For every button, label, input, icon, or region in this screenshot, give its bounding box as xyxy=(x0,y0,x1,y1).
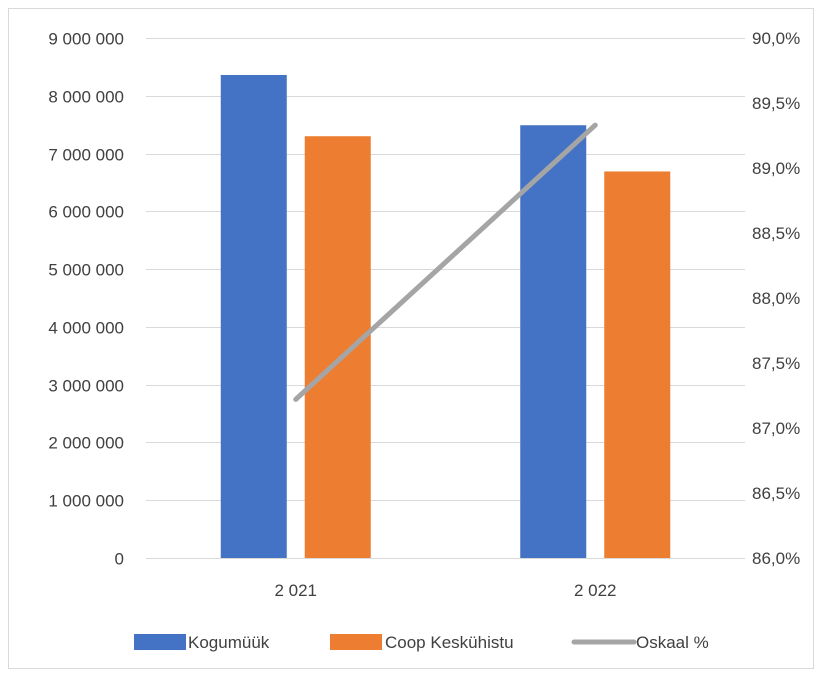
left-tick-label: 2 000 000 xyxy=(48,434,124,453)
legend-swatch xyxy=(134,634,186,650)
left-tick-label: 0 xyxy=(115,550,124,569)
line-series xyxy=(293,122,598,402)
left-tick-label: 6 000 000 xyxy=(48,203,124,222)
right-tick-label: 89,0% xyxy=(752,159,800,178)
left-tick-label: 9 000 000 xyxy=(48,30,124,49)
axes: 0 1 000 000 2 000 000 3 000 000 4 000 000 5 0… xyxy=(48,29,800,600)
x-tick-label: 2 022 xyxy=(574,581,617,600)
bars xyxy=(220,74,671,558)
bar xyxy=(220,74,287,558)
left-tick-label: 3 000 000 xyxy=(48,377,124,396)
legend-label: Kogumüük xyxy=(188,633,270,652)
x-tick-label: 2 021 xyxy=(274,581,317,600)
legend-label: Oskaal % xyxy=(636,633,709,652)
legend: Kogumüük Coop Keskühistu Oskaal % xyxy=(134,633,709,652)
right-tick-label: 90,0% xyxy=(752,29,800,48)
right-tick-label: 88,5% xyxy=(752,224,800,243)
bar xyxy=(604,171,671,558)
left-tick-label: 5 000 000 xyxy=(48,261,124,280)
left-tick-label: 8 000 000 xyxy=(48,88,124,107)
legend-swatch xyxy=(330,634,382,650)
left-tick-label: 7 000 000 xyxy=(48,146,124,165)
bar xyxy=(304,136,371,558)
right-tick-label: 88,0% xyxy=(752,289,800,308)
right-tick-label: 86,0% xyxy=(752,549,800,568)
left-tick-label: 4 000 000 xyxy=(48,319,124,338)
bar xyxy=(520,125,587,558)
left-tick-label: 1 000 000 xyxy=(48,492,124,511)
right-tick-label: 87,0% xyxy=(752,419,800,438)
legend-label: Coop Keskühistu xyxy=(385,633,514,652)
right-tick-label: 89,5% xyxy=(752,94,800,113)
chart-border xyxy=(8,8,814,669)
series-line xyxy=(293,122,598,402)
right-tick-label: 87,5% xyxy=(752,354,800,373)
right-tick-label: 86,5% xyxy=(752,484,800,503)
